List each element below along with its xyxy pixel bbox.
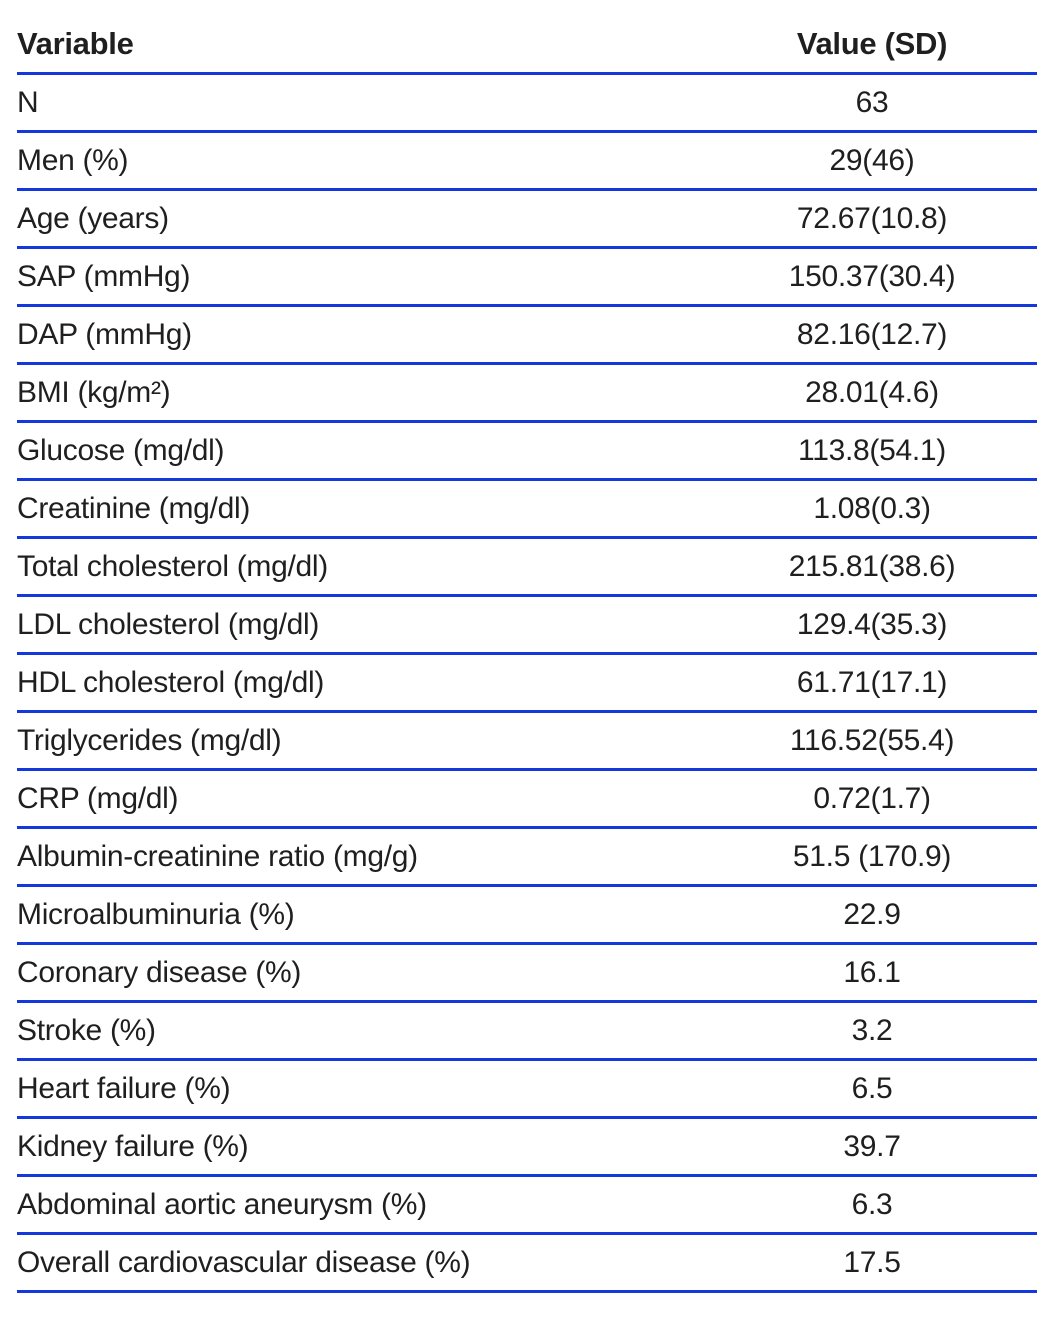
table-row: BMI (kg/m²) 28.01(4.6)	[17, 363, 1037, 423]
column-header-value: Value (SD)	[707, 20, 1037, 75]
variable-cell: Triglycerides (mg/dl)	[17, 711, 707, 771]
variable-cell: Coronary disease (%)	[17, 943, 707, 1003]
value-cell: 72.67(10.8)	[707, 189, 1037, 249]
table-row: LDL cholesterol (mg/dl) 129.4(35.3)	[17, 595, 1037, 655]
variable-cell: Men (%)	[17, 131, 707, 191]
variable-cell: Overall cardiovascular disease (%)	[17, 1233, 707, 1293]
variable-cell: CRP (mg/dl)	[17, 769, 707, 829]
variable-cell: Age (years)	[17, 189, 707, 249]
variable-cell: Abdominal aortic aneurysm (%)	[17, 1175, 707, 1235]
variable-cell: LDL cholesterol (mg/dl)	[17, 595, 707, 655]
value-cell: 17.5	[707, 1233, 1037, 1293]
value-cell: 51.5 (170.9)	[707, 827, 1037, 887]
value-cell: 16.1	[707, 943, 1037, 1003]
value-cell: 113.8(54.1)	[707, 421, 1037, 481]
value-cell: 61.71(17.1)	[707, 653, 1037, 713]
variable-cell: Albumin-creatinine ratio (mg/g)	[17, 827, 707, 887]
summary-table: Variable Value (SD) N 63 Men (%) 29(46) Age …	[17, 20, 1037, 1293]
value-cell: 22.9	[707, 885, 1037, 945]
value-cell: 28.01(4.6)	[707, 363, 1037, 423]
value-cell: 6.3	[707, 1175, 1037, 1235]
table-row: Total cholesterol (mg/dl) 215.81(38.6)	[17, 537, 1037, 597]
variable-cell: BMI (kg/m²)	[17, 363, 707, 423]
table-row: Glucose (mg/dl) 113.8(54.1)	[17, 421, 1037, 481]
variable-cell: Glucose (mg/dl)	[17, 421, 707, 481]
value-cell: 29(46)	[707, 131, 1037, 191]
table-row: Heart failure (%) 6.5	[17, 1059, 1037, 1119]
variable-cell: Heart failure (%)	[17, 1059, 707, 1119]
value-cell: 6.5	[707, 1059, 1037, 1119]
table-row: DAP (mmHg) 82.16(12.7)	[17, 305, 1037, 365]
value-cell: 63	[707, 73, 1037, 133]
variable-cell: N	[17, 73, 707, 133]
variable-cell: Stroke (%)	[17, 1001, 707, 1061]
value-cell: 39.7	[707, 1117, 1037, 1177]
header-row: Variable Value (SD)	[17, 20, 1037, 75]
table-row: Coronary disease (%) 16.1	[17, 943, 1037, 1003]
variable-cell: Total cholesterol (mg/dl)	[17, 537, 707, 597]
variable-cell: Creatinine (mg/dl)	[17, 479, 707, 539]
table-row: Triglycerides (mg/dl) 116.52(55.4)	[17, 711, 1037, 771]
table-row: Overall cardiovascular disease (%) 17.5	[17, 1233, 1037, 1293]
table-row: SAP (mmHg) 150.37(30.4)	[17, 247, 1037, 307]
table-row: HDL cholesterol (mg/dl) 61.71(17.1)	[17, 653, 1037, 713]
value-cell: 0.72(1.7)	[707, 769, 1037, 829]
value-cell: 82.16(12.7)	[707, 305, 1037, 365]
variable-cell: HDL cholesterol (mg/dl)	[17, 653, 707, 713]
table-row: N 63	[17, 73, 1037, 133]
table-row: Kidney failure (%) 39.7	[17, 1117, 1037, 1177]
table-row: Men (%) 29(46)	[17, 131, 1037, 191]
value-cell: 116.52(55.4)	[707, 711, 1037, 771]
table-row: Age (years) 72.67(10.8)	[17, 189, 1037, 249]
value-cell: 3.2	[707, 1001, 1037, 1061]
table-row: Microalbuminuria (%) 22.9	[17, 885, 1037, 945]
table-row: CRP (mg/dl) 0.72(1.7)	[17, 769, 1037, 829]
variable-cell: Kidney failure (%)	[17, 1117, 707, 1177]
value-cell: 129.4(35.3)	[707, 595, 1037, 655]
table-row: Albumin-creatinine ratio (mg/g) 51.5 (170…	[17, 827, 1037, 887]
variable-cell: SAP (mmHg)	[17, 247, 707, 307]
column-header-variable: Variable	[17, 20, 707, 75]
table-row: Stroke (%) 3.2	[17, 1001, 1037, 1061]
table-row: Creatinine (mg/dl) 1.08(0.3)	[17, 479, 1037, 539]
value-cell: 215.81(38.6)	[707, 537, 1037, 597]
table-body: N 63 Men (%) 29(46) Age (years) 72.67(10.8) SA…	[17, 73, 1037, 1293]
table-row: Abdominal aortic aneurysm (%) 6.3	[17, 1175, 1037, 1235]
variable-cell: Microalbuminuria (%)	[17, 885, 707, 945]
value-cell: 150.37(30.4)	[707, 247, 1037, 307]
value-cell: 1.08(0.3)	[707, 479, 1037, 539]
variable-cell: DAP (mmHg)	[17, 305, 707, 365]
